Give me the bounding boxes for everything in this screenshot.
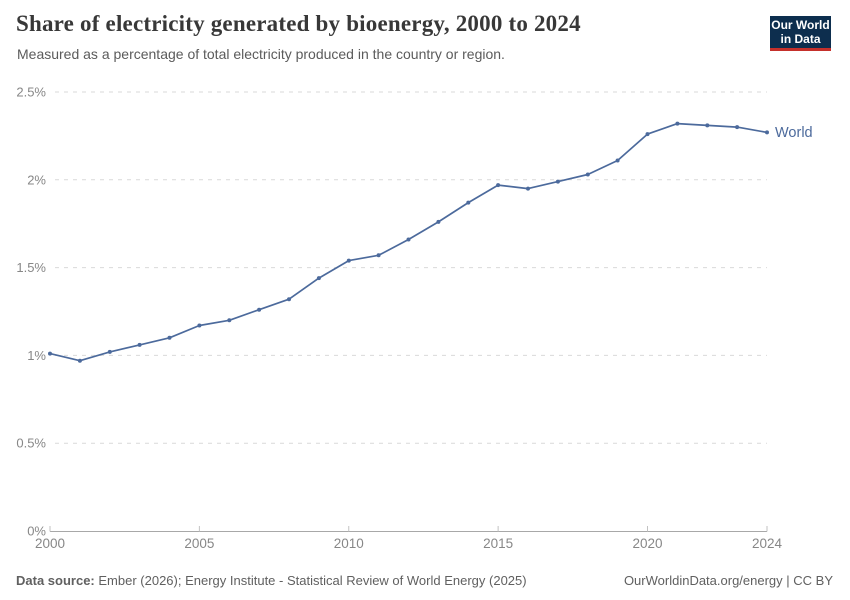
data-point[interactable] (466, 200, 471, 205)
data-point[interactable] (167, 335, 172, 340)
data-point[interactable] (287, 297, 291, 302)
data-point[interactable] (77, 358, 82, 363)
data-point[interactable] (376, 253, 381, 258)
data-point[interactable] (675, 121, 680, 126)
page-title: Share of electricity generated by bioene… (16, 11, 581, 36)
data-point[interactable] (197, 323, 202, 328)
x-axis-tick-label: 2005 (184, 536, 214, 551)
logo-line-2: in Data (780, 32, 821, 46)
logo-line-1: Our World (771, 18, 830, 32)
data-point[interactable] (137, 342, 142, 347)
data-source-line: Data source: Ember (2026); Energy Instit… (16, 573, 527, 588)
x-axis-tick-label: 2020 (632, 536, 662, 551)
x-axis-tick-label: 2010 (334, 536, 364, 551)
y-axis-tick-label: 0.5% (16, 436, 46, 451)
y-axis-tick-label: 2% (27, 172, 46, 187)
owid-logo[interactable]: Our World in Data (770, 16, 831, 51)
chart-footer: Data source: Ember (2026); Energy Instit… (16, 573, 833, 588)
y-axis-tick-label: 2.5% (16, 85, 46, 100)
data-point[interactable] (615, 158, 620, 163)
credit-link[interactable]: OurWorldinData.org/energy | CC BY (623, 573, 833, 588)
data-point[interactable] (585, 172, 590, 177)
x-axis-tick-label: 2024 (752, 536, 783, 551)
x-axis-tick-label: 2015 (483, 536, 513, 551)
data-point[interactable] (316, 276, 321, 281)
series-end-label[interactable]: World (775, 125, 813, 141)
data-point[interactable] (406, 237, 411, 242)
data-source-text: Ember (2026); Energy Institute - Statist… (98, 573, 527, 588)
data-point[interactable] (257, 307, 262, 312)
data-point[interactable] (765, 130, 769, 135)
series-line-world[interactable] (49, 122, 768, 362)
data-point[interactable] (227, 318, 232, 323)
data-point[interactable] (526, 186, 530, 191)
chart-subtitle: Measured as a percentage of total electr… (17, 45, 505, 62)
y-axis-tick-label: 1.5% (16, 260, 46, 275)
y-axis-tick-label: 0% (27, 524, 46, 539)
data-point[interactable] (735, 125, 740, 130)
data-point[interactable] (48, 351, 52, 356)
data-source-label: Data source: (16, 573, 95, 588)
data-point[interactable] (705, 123, 710, 128)
data-point[interactable] (555, 179, 560, 184)
data-point[interactable] (436, 219, 441, 224)
data-point[interactable] (107, 349, 112, 354)
y-axis-tick-label: 1% (27, 348, 46, 363)
x-axis-tick-label: 2000 (35, 536, 65, 551)
chart-header: Share of electricity generated by bioene… (16, 10, 756, 62)
data-point[interactable] (645, 132, 650, 137)
data-point[interactable] (496, 183, 501, 188)
data-point[interactable] (346, 258, 351, 263)
